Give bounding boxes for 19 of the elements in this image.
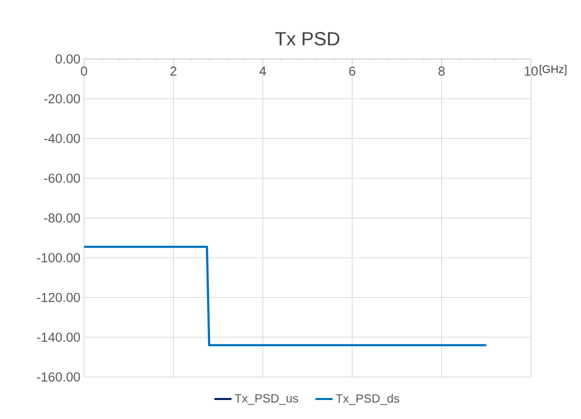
x-tick-label: 0: [80, 66, 88, 76]
y-tick-label: -80.00: [44, 213, 80, 223]
y-tick-label: -60.00: [44, 174, 80, 183]
y-tick-label: -20.00: [44, 94, 80, 104]
y-tick-label: -140.00: [36, 332, 80, 342]
x-tick-label: 6: [349, 66, 356, 76]
x-tick-label: 10: [524, 66, 538, 76]
x-tick-label: 4: [259, 66, 266, 76]
chart-title: Tx PSD: [275, 32, 340, 46]
x-axis-title: [GHz]: [540, 65, 566, 76]
y-tick-label: -40.00: [44, 134, 80, 144]
y-tick-label: -120.00: [36, 292, 80, 302]
x-tick-label: 8: [438, 66, 445, 76]
legend-label: Tx_PSD_us: [234, 394, 298, 405]
x-tick-label: 2: [170, 66, 176, 76]
y-tick-label: -160.00: [36, 372, 80, 382]
y-tick-label: 0.00: [56, 54, 80, 64]
y-tick-label: -100.00: [36, 253, 80, 262]
legend-label: Tx_PSD_ds: [336, 394, 400, 405]
